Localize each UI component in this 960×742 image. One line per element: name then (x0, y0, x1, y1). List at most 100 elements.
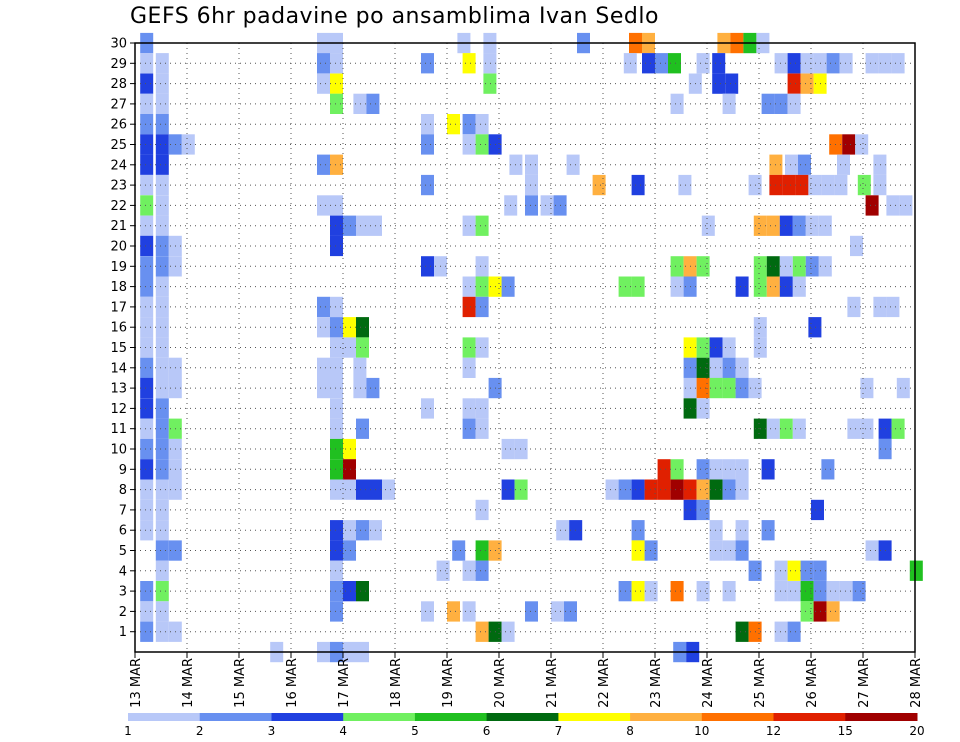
colorbar-label: 8 (626, 724, 634, 738)
heatmap-cell (709, 377, 723, 399)
heatmap-cell (462, 560, 476, 581)
heatmap-cell (761, 459, 775, 480)
colorbar-swatch (701, 713, 774, 721)
heatmap-cell (343, 540, 356, 561)
heatmap-cell (356, 581, 369, 602)
colorbar-label: 20 (909, 724, 924, 738)
heatmap-cell (155, 276, 169, 297)
heatmap-cell (155, 520, 169, 541)
heatmap-cell (330, 235, 343, 257)
heatmap-cell (696, 256, 710, 277)
chart-title: GEFS 6hr padavine po ansamblima Ivan Sed… (130, 4, 659, 29)
heatmap-cell (668, 53, 681, 74)
heatmap-cell (795, 174, 809, 196)
heatmap-cell (330, 377, 343, 399)
heatmap-cell (155, 154, 169, 175)
heatmap-cell (462, 53, 476, 74)
heatmap-cell (330, 337, 343, 358)
heatmap-cell (317, 195, 330, 216)
heatmap-cell (462, 134, 476, 155)
heatmap-cell (735, 621, 749, 642)
heatmap-cell (525, 601, 538, 622)
heatmap-cell (140, 418, 154, 439)
heatmap-cell (353, 377, 367, 399)
heatmap-cell (766, 256, 780, 277)
colorbar-label: 4 (339, 724, 347, 738)
heatmap-cell (155, 114, 169, 135)
colorbar-label: 10 (694, 724, 709, 738)
heatmap-cell (860, 418, 874, 439)
heatmap-cell (475, 256, 489, 277)
heatmap-cell (155, 235, 169, 257)
heatmap-cell (670, 256, 684, 277)
heatmap-cell (140, 174, 154, 196)
heatmap-cell (644, 581, 658, 602)
heatmap-cell (140, 499, 154, 521)
heatmap-cell (501, 479, 515, 500)
heatmap-cell (787, 581, 801, 602)
colorbar-label: 1 (124, 724, 132, 738)
heatmap-cell (847, 296, 861, 318)
y-tick-label: 23 (110, 179, 127, 194)
heatmap-cell (330, 601, 343, 622)
heatmap-cell (421, 256, 434, 277)
heatmap-cell (343, 581, 356, 602)
heatmap-cell (501, 621, 515, 642)
y-tick-label: 18 (110, 280, 127, 295)
heatmap-cell (140, 337, 154, 358)
y-tick-label: 3 (119, 585, 127, 600)
heatmap-cell (155, 93, 169, 114)
heatmap-cell (540, 195, 554, 216)
heatmap-cell (330, 438, 343, 460)
colorbar-swatch (845, 713, 918, 721)
heatmap-cell (317, 296, 330, 318)
y-tick-label: 24 (110, 158, 127, 173)
heatmap-cell (696, 479, 710, 500)
heatmap-cell (722, 357, 736, 378)
heatmap-cell (655, 53, 668, 74)
heatmap-cell (766, 276, 780, 297)
y-tick-label: 14 (110, 361, 127, 376)
heatmap-cell (447, 114, 460, 135)
heatmap-cell (330, 398, 343, 419)
heatmap-cell (462, 357, 476, 378)
heatmap-cell (779, 276, 793, 297)
heatmap-cell (343, 317, 356, 338)
heatmap-cell (860, 377, 874, 399)
y-tick-label: 12 (110, 402, 127, 417)
heatmap-cell (462, 337, 476, 358)
heatmap-cell (722, 93, 736, 114)
heatmap-cell (330, 215, 343, 236)
heatmap-cell (155, 438, 169, 460)
heatmap-cell (696, 499, 710, 521)
heatmap-cell (556, 520, 570, 541)
heatmap-cell (501, 276, 515, 297)
heatmap-cell (343, 520, 356, 541)
heatmap-cell (701, 215, 715, 236)
x-axis: 13 MAR 14 MAR 15 MAR 16 MAR 17 MAR 18 MAR 19 M… (129, 652, 924, 708)
heatmap-cell (475, 540, 489, 561)
heatmap-cell (631, 479, 645, 500)
heatmap-cell (774, 53, 788, 74)
heatmap-cell (343, 459, 356, 480)
heatmap-cell (330, 520, 343, 541)
heatmap-cell (800, 581, 814, 602)
heatmap-cell (670, 459, 684, 480)
heatmap-cell (155, 296, 169, 318)
heatmap-cell (842, 134, 856, 155)
heatmap-cell (631, 540, 645, 561)
heatmap-cell (735, 520, 749, 541)
heatmap-cell (317, 357, 330, 378)
heatmap-cell (421, 114, 434, 135)
heatmap-cell (140, 581, 154, 602)
heatmap-cell (475, 215, 489, 236)
heatmap-cell (709, 520, 723, 541)
y-tick-label: 17 (110, 300, 127, 315)
heatmap-cell (155, 256, 169, 277)
heatmap-cell (483, 73, 497, 94)
heatmap-cell (657, 459, 671, 480)
x-tick-label: 28 MAR (909, 658, 924, 708)
heatmap-cell (761, 93, 775, 114)
heatmap-cell (140, 520, 154, 541)
y-tick-label: 1 (119, 625, 127, 640)
